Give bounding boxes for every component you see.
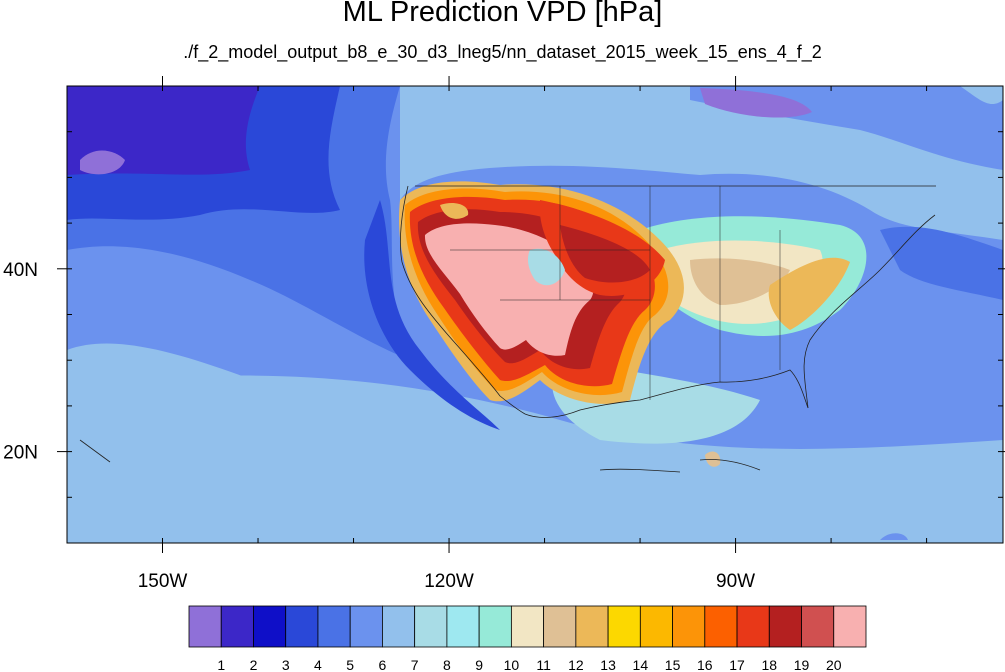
colorbar-swatch [510, 605, 545, 648]
chart-title: ML Prediction VPD [hPa] [342, 0, 663, 28]
colorbar-label: 20 [826, 657, 842, 672]
colorbar-label: 9 [475, 657, 483, 672]
colorbar-label: 15 [665, 657, 681, 672]
colorbar-swatch [575, 605, 609, 648]
colorbar-label: 12 [568, 657, 584, 672]
vpd-field [67, 86, 1003, 543]
axis-tick-labels: 150W 120W 90W 40N 20N [3, 260, 755, 592]
colorbar-label: 13 [600, 657, 616, 672]
colorbar-label: 2 [250, 657, 258, 672]
colorbar-swatch [253, 605, 287, 648]
colorbar-swatch [833, 605, 867, 648]
colorbar-swatch [736, 605, 770, 648]
colorbar-label: 4 [314, 657, 322, 672]
colorbar-label: 16 [697, 657, 713, 672]
colorbar-swatch [607, 605, 641, 648]
colorbar-swatch [639, 605, 673, 648]
colorbar-swatch [478, 605, 512, 648]
y-tick-label: 20N [3, 443, 38, 464]
colorbar-swatch [446, 605, 480, 648]
field-cascade [440, 203, 469, 219]
field-coastal-jet [364, 200, 500, 430]
colorbar-label: 18 [761, 657, 777, 672]
x-tick-label: 90W [716, 571, 755, 592]
colorbar-label: 17 [729, 657, 745, 672]
colorbar-label: 6 [379, 657, 387, 672]
us-east-coast [803, 214, 936, 409]
colorbar-swatch [317, 605, 351, 648]
x-tick-label: 120W [424, 571, 474, 592]
axis-ticks [57, 76, 1005, 553]
coastlines [79, 185, 936, 473]
colorbar-swatch [543, 605, 577, 648]
field-rockies-cool [527, 248, 565, 286]
colorbar-swatch [801, 605, 835, 648]
colorbar-label: 14 [633, 657, 649, 672]
colorbar-swatch [704, 605, 738, 648]
colorbar-label: 3 [282, 657, 290, 672]
colorbar-swatch [188, 605, 222, 648]
gulf-coast [524, 369, 809, 418]
caribbean [599, 459, 761, 473]
colorbar-swatch [220, 605, 254, 648]
colorbar-swatch [672, 605, 706, 648]
field-purple-patch [80, 150, 125, 175]
colorbar-label: 19 [794, 657, 810, 672]
colorbar-label: 10 [504, 657, 520, 672]
us-west-coast [400, 185, 526, 415]
field-east-us-brown [690, 258, 790, 305]
field-aleutian-core [67, 86, 260, 175]
chart-subtitle: ./f_2_model_output_b8_e_30_d3_lneg5/nn_d… [183, 42, 822, 62]
colorbar-label: 8 [443, 657, 451, 672]
field-piedmont [768, 257, 850, 330]
hawaii [79, 439, 111, 463]
x-tick-label: 150W [138, 571, 188, 592]
colorbar-label: 5 [346, 657, 354, 672]
colorbar-label: 11 [536, 657, 551, 672]
colorbar-swatch [285, 605, 319, 648]
y-tick-label: 40N [3, 260, 38, 281]
colorbar-swatch [414, 605, 448, 648]
field-east-pacific [67, 343, 420, 543]
colorbar: 1 2 3 4 5 6 7 8 9 10 11 12 13 14 15 16 17 18 19 20 [188, 605, 867, 672]
colorbar-label: 7 [411, 657, 419, 672]
field-plains-darkcore [560, 225, 650, 283]
colorbar-swatch [349, 605, 383, 648]
colorbar-swatch [768, 605, 802, 648]
field-sa-patch [880, 533, 908, 540]
colorbar-label: 1 [217, 657, 225, 672]
field-hudson-purple [700, 88, 812, 118]
field-atlantic [880, 226, 1003, 300]
state-lines [450, 186, 781, 400]
colorbar-swatch [382, 605, 416, 648]
